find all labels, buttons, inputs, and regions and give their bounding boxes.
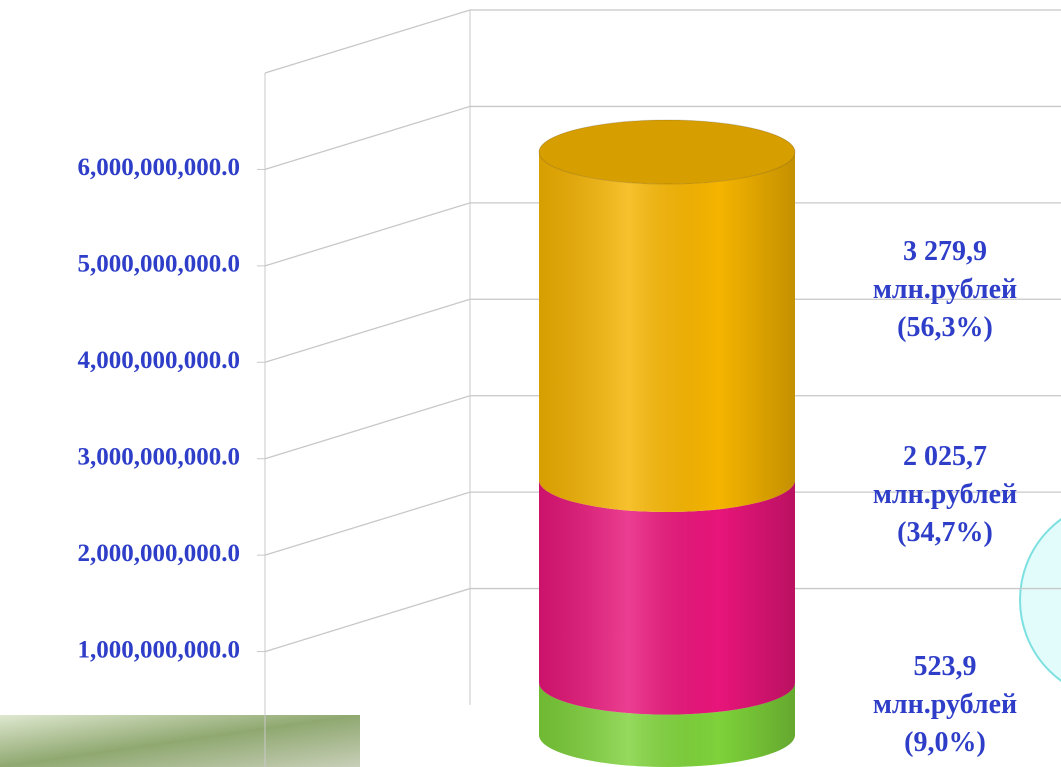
value-label: 3 279,9 млн.рублей (56,3%) — [850, 233, 1040, 347]
cylinder-top-shade — [539, 120, 795, 184]
y-tick-label: 4,000,000,000.0 — [78, 347, 241, 374]
y-tick-label: 1,000,000,000.0 — [78, 636, 241, 663]
y-tick-label: 6,000,000,000.0 — [78, 154, 241, 181]
axis-frame — [265, 10, 1061, 73]
y-tick-label: 3,000,000,000.0 — [78, 443, 241, 470]
decor-photo — [0, 715, 360, 767]
value-label: 2 025,7 млн.рублей (34,7%) — [850, 438, 1040, 552]
y-tick-label: 2,000,000,000.0 — [78, 540, 241, 567]
value-label: 523,9 млн.рублей (9,0%) — [850, 648, 1040, 762]
cylinder-shade — [539, 152, 795, 767]
page: {"chart_data": {"type": "cylinder", "yli… — [0, 0, 1061, 767]
y-tick-label: 5,000,000,000.0 — [78, 251, 241, 278]
